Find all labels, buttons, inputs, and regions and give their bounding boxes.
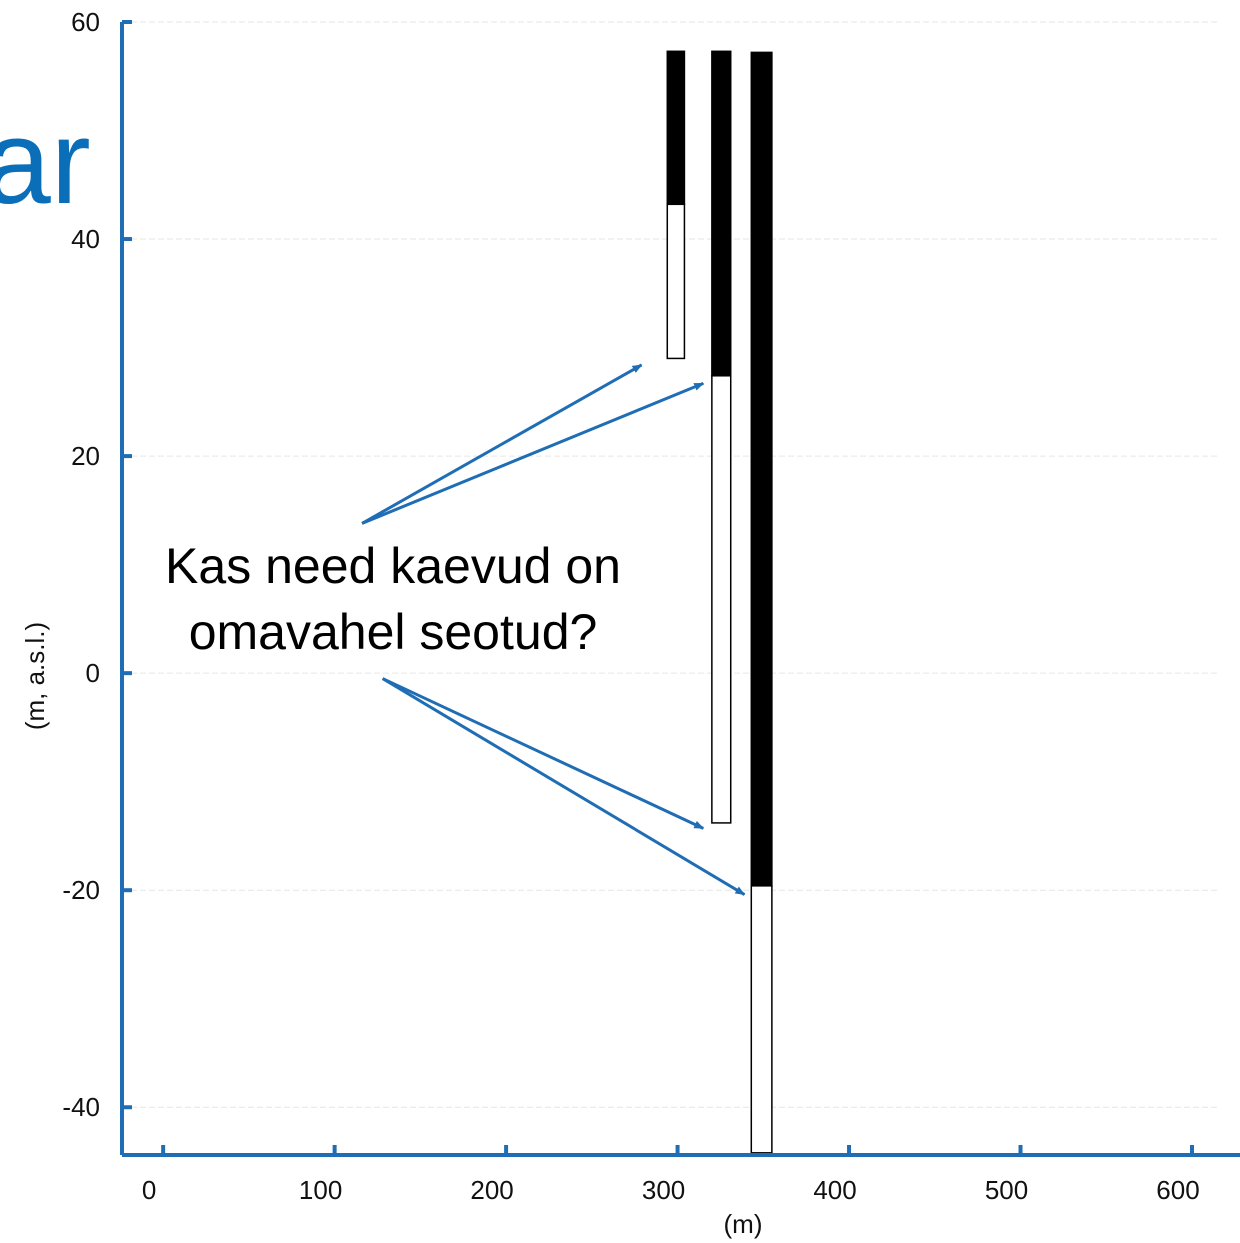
x-axis-title: (m) [724,1209,763,1239]
annotation-arrow [361,363,643,525]
y-tick-label: 0 [86,658,100,688]
annotation-arrow [381,677,746,896]
annotation-line-2: omavahel seotud? [189,604,598,660]
well-casing-bar [711,50,732,377]
axes-group [120,22,1240,1157]
well-screen-bar [666,203,686,360]
wells-group [666,50,773,1154]
well-screen-bar [711,375,732,824]
well-casing-bar [666,50,686,206]
annotation-arrows [361,363,746,896]
annotation-arrow [361,382,705,525]
x-tick-label: 0 [142,1175,156,1205]
y-axis-title: (m, a.s.l.) [20,622,50,730]
annotation-line-1: Kas need kaevud on [165,538,621,594]
x-tick-label: 400 [813,1175,856,1205]
well-screen-bar [750,885,773,1154]
y-tick-label: -40 [62,1092,100,1122]
y-tick-label: 40 [71,224,100,254]
y-tick-label: 60 [71,7,100,37]
well-casing-bar [750,51,773,887]
annotation-arrow [382,677,705,830]
background-title-fragment: ar [0,95,91,229]
x-tick-label: 600 [1156,1175,1199,1205]
x-tick-label: 500 [985,1175,1028,1205]
y-tick-label: -20 [62,875,100,905]
y-tick-label: 20 [71,441,100,471]
x-tick-label: 300 [642,1175,685,1205]
grid-lines [122,21,1218,1108]
x-tick-label: 100 [299,1175,342,1205]
x-tick-label: 200 [470,1175,513,1205]
